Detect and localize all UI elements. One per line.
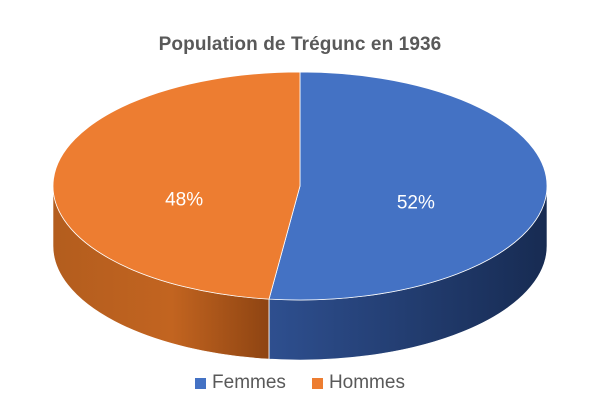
data-label-femmes: 52% [397,192,435,213]
data-label-hommes: 48% [165,190,203,211]
legend-swatch-hommes [311,377,323,389]
pie-slice-hommes [52,71,301,300]
chart-title: Population de Trégunc en 1936 [158,34,442,55]
pie-slice-femmes [268,71,548,301]
chart-legend: Femmes Hommes [0,372,600,394]
legend-swatch-femmes [195,377,207,389]
legend-label-hommes: Hommes [328,372,405,393]
legend-item-hommes: Hommes [311,372,405,394]
legend-item-femmes: Femmes [195,372,286,394]
legend-label-femmes: Femmes [212,372,286,393]
